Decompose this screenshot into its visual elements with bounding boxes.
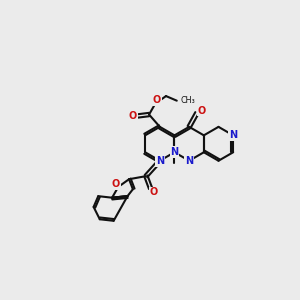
Text: O: O bbox=[112, 179, 120, 189]
Text: N: N bbox=[185, 156, 193, 166]
Text: O: O bbox=[197, 106, 206, 116]
Text: N: N bbox=[170, 147, 178, 157]
Text: CH₃: CH₃ bbox=[181, 96, 195, 105]
Text: O: O bbox=[149, 187, 158, 197]
Text: O: O bbox=[153, 95, 161, 105]
Text: N: N bbox=[156, 156, 164, 166]
Text: O: O bbox=[129, 111, 137, 121]
Text: N: N bbox=[229, 130, 237, 140]
